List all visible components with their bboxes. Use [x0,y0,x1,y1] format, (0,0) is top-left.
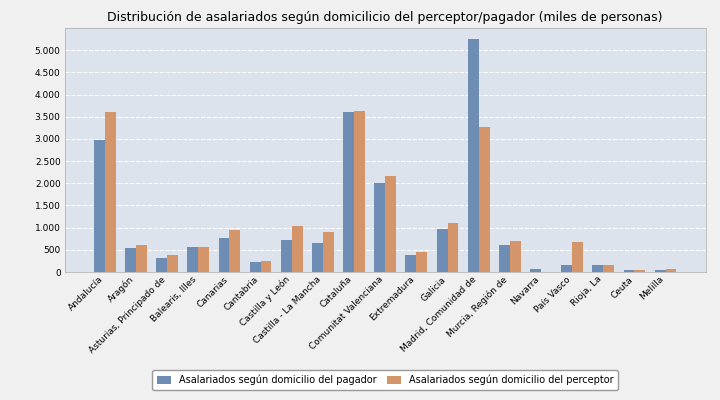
Bar [219,238,230,272]
Bar [312,243,323,272]
Bar [250,262,261,272]
Bar [479,127,490,272]
Bar [448,223,459,272]
Bar [94,140,105,272]
Legend: Asalariados según domicilio del pagador, Asalariados según domicilio del percept: Asalariados según domicilio del pagador,… [152,370,618,390]
Bar [105,112,116,272]
Title: Distribución de asalariados según domicilicio del perceptor/pagador (miles de pe: Distribución de asalariados según domici… [107,11,663,24]
Bar [261,261,271,272]
Bar [385,176,396,272]
Bar [665,269,677,272]
Bar [374,183,385,272]
Bar [593,265,603,272]
Bar [230,230,240,272]
Bar [603,265,614,272]
Bar [354,111,365,272]
Bar [187,247,198,272]
Bar [530,269,541,272]
Bar [136,245,147,272]
Bar [436,229,448,272]
Bar [510,241,521,272]
Bar [654,270,665,272]
Bar [292,226,302,272]
Bar [561,265,572,272]
Bar [572,242,583,272]
Bar [323,232,334,272]
Bar [167,255,178,272]
Bar [156,258,167,272]
Bar [499,245,510,272]
Bar [634,270,645,272]
Bar [343,112,354,272]
Bar [405,255,416,272]
Bar [624,270,634,272]
Bar [125,248,136,272]
Bar [416,252,427,272]
Bar [198,247,210,272]
Bar [281,240,292,272]
Bar [468,39,479,272]
